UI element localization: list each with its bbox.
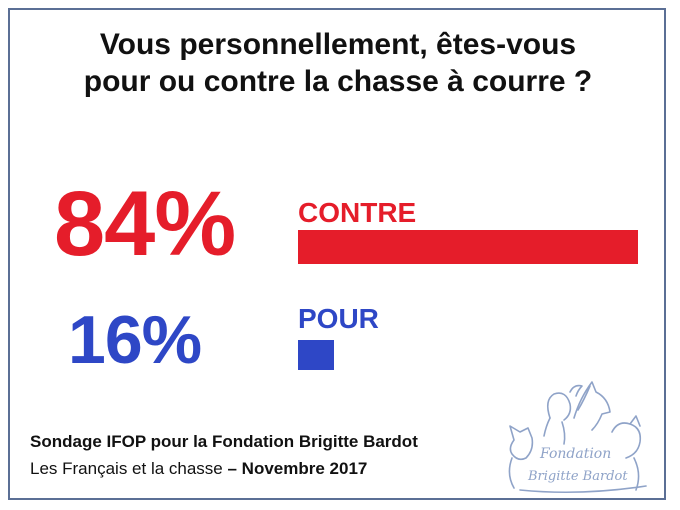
source-line-2: Les Français et la chasse – Novembre 201…: [30, 459, 367, 479]
source-dash: –: [222, 459, 242, 478]
value-label-contre: 84%: [54, 173, 236, 275]
source-topic: Les Français et la chasse: [30, 459, 223, 478]
value-label-pour: 16%: [68, 302, 202, 378]
title-line-1: Vous personnellement, êtes-vous: [99, 28, 577, 61]
bar-pour: [298, 340, 334, 370]
logo-text-1: Fondation: [539, 446, 611, 462]
category-label-pour: POUR: [298, 303, 379, 334]
bar-contre: [298, 230, 639, 264]
logo-text-2: Brigitte Bardot: [527, 469, 628, 484]
title-line-2: pour ou contre la chasse à courre ?: [83, 65, 593, 98]
source-date: Novembre 2017: [241, 459, 368, 478]
category-label-contre: CONTRE: [298, 197, 417, 228]
chart-title: Vous personnellement, êtes-vous pour ou …: [18, 26, 658, 100]
source-line-1: Sondage IFOP pour la Fondation Brigitte …: [30, 432, 418, 451]
fondation-logo: Fondation Brigitte Bardot: [508, 381, 647, 494]
